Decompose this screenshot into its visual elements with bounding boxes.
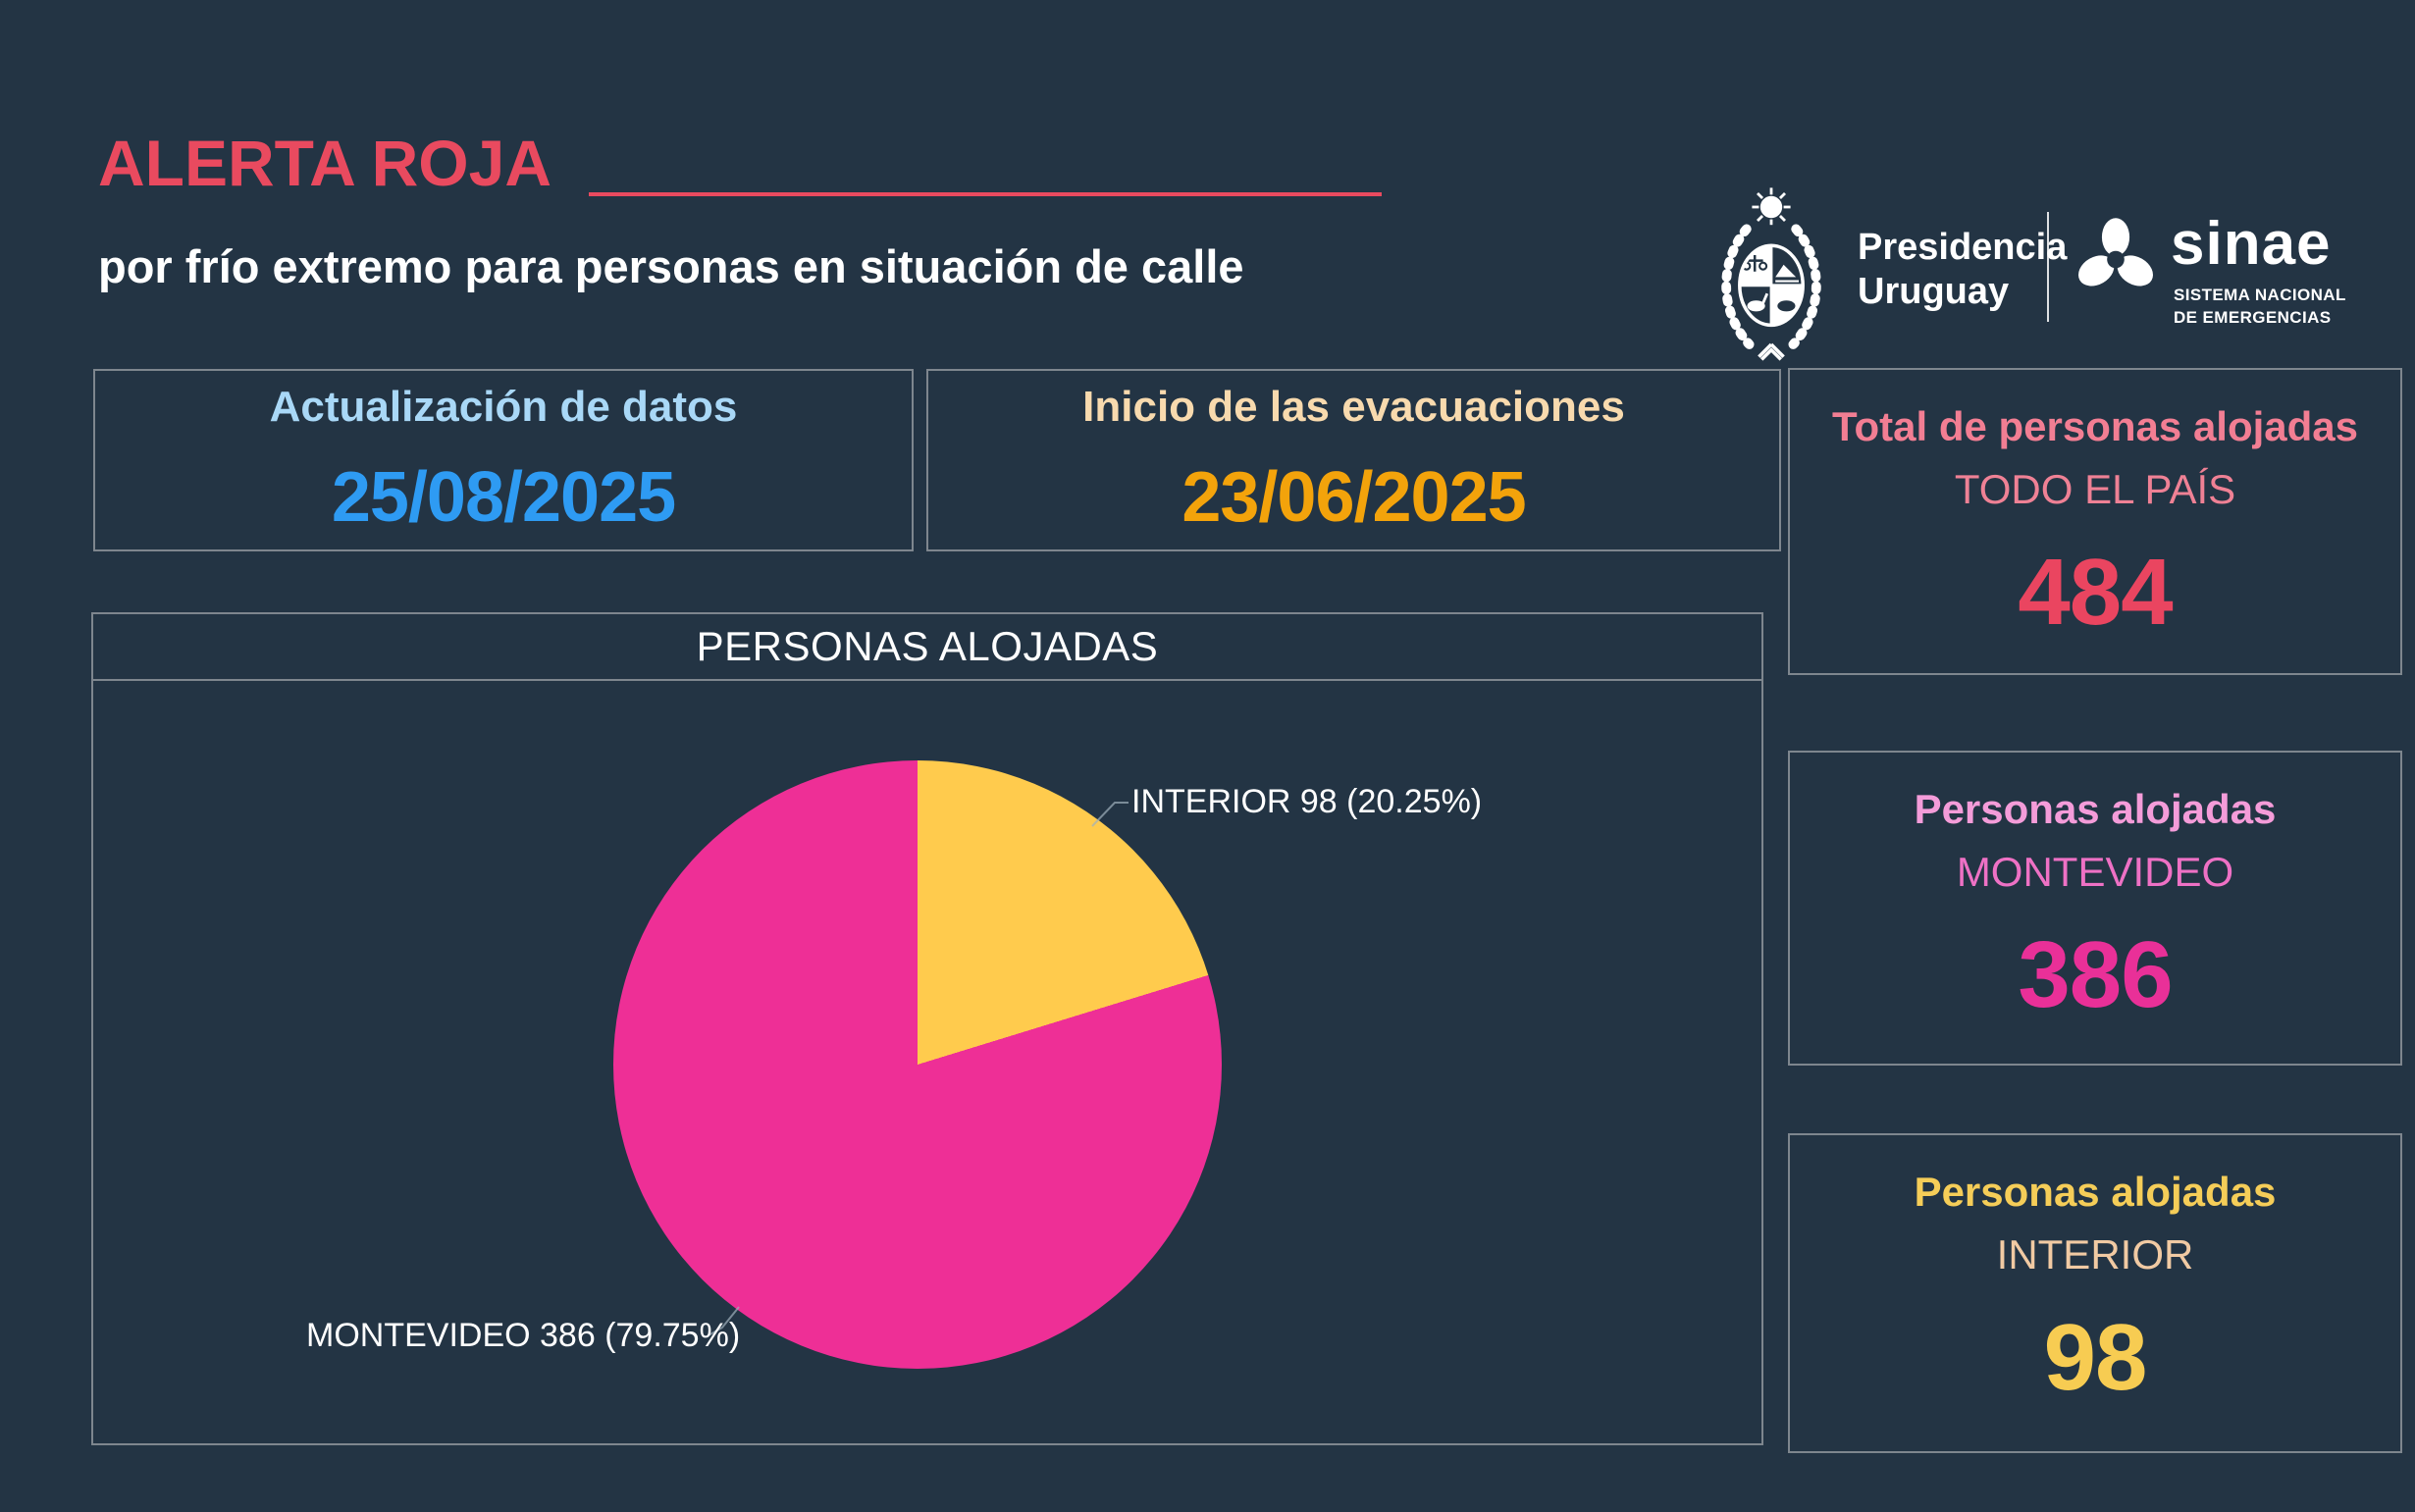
page-subtitle: por frío extremo para personas en situac… [98, 240, 1244, 292]
stat-interior-line2: INTERIOR [1996, 1231, 2194, 1277]
presidencia-coat-of-arms-icon [1721, 187, 1821, 361]
sinae-tagline-line2: DE EMERGENCIAS [2174, 307, 2332, 327]
stat-interior-line1: Personas alojadas [1914, 1169, 2277, 1215]
evacuation-start-label: Inicio de las evacuaciones [1082, 383, 1625, 431]
pie-chart [613, 760, 1222, 1369]
data-update-card: Actualización de datos 25/08/2025 [93, 369, 914, 551]
pie-label-interior: INTERIOR 98 (20.25%) [1131, 783, 1483, 820]
stat-interior-value: 98 [2043, 1305, 2148, 1410]
presidencia-line1: Presidencia [1858, 227, 2068, 268]
chart-header: PERSONAS ALOJADAS [91, 612, 1763, 681]
stat-total-value: 484 [2018, 540, 2173, 645]
chart-area [91, 679, 1763, 1445]
stat-montevideo-line2: MONTEVIDEO [1956, 849, 2234, 895]
sinae-tagline: SISTEMA NACIONAL DE EMERGENCIAS [2174, 285, 2346, 330]
data-update-label: Actualización de datos [269, 383, 738, 431]
stat-card-montevideo: Personas alojadas MONTEVIDEO 386 [1788, 751, 2402, 1066]
stat-montevideo-line1: Personas alojadas [1914, 786, 2277, 832]
evacuation-start-card: Inicio de las evacuaciones 23/06/2025 [926, 369, 1781, 551]
presidencia-line2: Uruguay [1858, 270, 2010, 312]
stat-card-interior: Personas alojadas INTERIOR 98 [1788, 1133, 2402, 1453]
logo-divider [2047, 212, 2049, 322]
stat-total-line2: TODO EL PAÍS [1954, 466, 2236, 512]
page-title: ALERTA ROJA [98, 127, 551, 199]
stat-total-line1: Total de personas alojadas [1831, 403, 2359, 449]
pie-label-montevideo: MONTEVIDEO 386 (79.75%) [306, 1317, 741, 1354]
chart-title: PERSONAS ALOJADAS [696, 623, 1159, 669]
stat-montevideo-value: 386 [2018, 922, 2173, 1027]
presidencia-logo-text: Presidencia Uruguay [1858, 226, 2067, 314]
data-update-value: 25/08/2025 [331, 458, 676, 537]
sinae-tagline-line1: SISTEMA NACIONAL [2174, 286, 2346, 304]
sinae-logo-icon [2078, 218, 2153, 287]
evacuation-start-value: 23/06/2025 [1181, 458, 1526, 537]
sinae-logo-wordmark: sinae [2171, 210, 2332, 278]
stat-card-total-pais: Total de personas alojadas TODO EL PAÍS … [1788, 368, 2402, 675]
title-rule [589, 192, 1382, 196]
